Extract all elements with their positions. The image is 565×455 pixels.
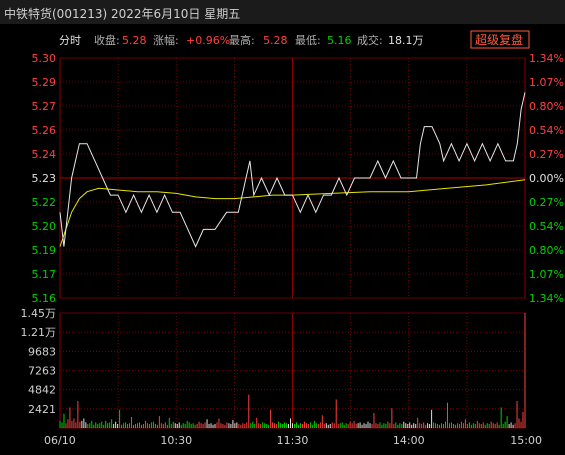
price-tick-left: 5.19 bbox=[32, 244, 57, 257]
low-label: 最低: bbox=[295, 34, 321, 47]
percent-tick-right: 0.80% bbox=[529, 244, 564, 257]
price-tick-left: 5.24 bbox=[32, 148, 57, 161]
price-tick-left: 5.20 bbox=[32, 220, 57, 233]
price-tick-left: 5.27 bbox=[32, 100, 57, 113]
average-price-line bbox=[59, 179, 526, 247]
super-replay-button-frame[interactable] bbox=[470, 30, 530, 49]
change-label: 涨幅: bbox=[153, 34, 179, 47]
close-value: 5.28 bbox=[122, 34, 147, 47]
price-tick-left: 5.16 bbox=[32, 292, 57, 305]
time-tick: 14:00 bbox=[393, 434, 425, 447]
percent-tick-right: 0.54% bbox=[529, 124, 564, 137]
window-title: 中铁特货(001213) 2022年6月10日 星期五 bbox=[4, 7, 241, 21]
volume-value: 18.1万 bbox=[388, 34, 424, 47]
percent-tick-right: 1.07% bbox=[529, 268, 564, 281]
low-value: 5.16 bbox=[327, 34, 352, 47]
close-label: 收盘: bbox=[94, 33, 120, 47]
volume-tick: 2421 bbox=[28, 403, 56, 416]
title-bar: 中铁特货(001213) 2022年6月10日 星期五 bbox=[0, 0, 565, 24]
time-tick: 10:30 bbox=[160, 434, 192, 447]
percent-tick-right: 0.27% bbox=[529, 148, 564, 161]
volume-tick: 1.21万 bbox=[21, 326, 57, 339]
price-tick-left: 5.17 bbox=[32, 268, 57, 281]
chart-grid bbox=[59, 57, 526, 429]
volume-tick: 7263 bbox=[28, 365, 56, 378]
percent-tick-right: 1.34% bbox=[529, 52, 564, 65]
time-axis-labels: 06/10 10:30 11:30 14:00 15:00 bbox=[44, 434, 542, 447]
price-tick-left: 5.29 bbox=[32, 76, 57, 89]
volume-bars bbox=[59, 313, 526, 428]
percent-tick-right: 1.07% bbox=[529, 76, 564, 89]
price-tick-left: 5.22 bbox=[32, 196, 57, 209]
percent-tick-right: 1.34% bbox=[529, 292, 564, 305]
high-label: 最高: bbox=[229, 33, 255, 47]
time-tick: 06/10 bbox=[44, 434, 76, 447]
price-tick-left: 5.30 bbox=[32, 52, 57, 65]
percent-tick-right: 0.00% bbox=[529, 172, 564, 185]
price-tick-left: 5.26 bbox=[32, 124, 57, 137]
percent-tick-right: 0.54% bbox=[529, 220, 564, 233]
volume-axis-labels: 1.45万 1.21万 9683 7263 4842 2421 bbox=[21, 307, 57, 416]
percent-tick-right: 0.27% bbox=[529, 196, 564, 209]
volume-tick: 4842 bbox=[28, 384, 56, 397]
super-replay-button[interactable]: 超级复盘 bbox=[470, 30, 530, 49]
percent-tick-right: 0.80% bbox=[529, 100, 564, 113]
intraday-chart[interactable]: 分时 收盘: 5.28 涨幅: +0.96% 最高: 5.28 最低: 5.16… bbox=[0, 24, 565, 455]
price-axis-labels: 5.30 1.34% 5.29 1.07% 5.27 0.80% 5.26 0.54% 5.24… bbox=[32, 52, 564, 305]
volume-tick: 9683 bbox=[28, 345, 56, 358]
price-tick-left: 5.23 bbox=[32, 172, 57, 185]
price-line bbox=[59, 92, 526, 248]
change-value: +0.96% bbox=[186, 34, 230, 47]
super-replay-button-label[interactable]: 超级复盘 bbox=[475, 32, 523, 47]
high-value: 5.28 bbox=[263, 34, 288, 47]
time-tick: 15:00 bbox=[510, 434, 542, 447]
time-tick: 11:30 bbox=[277, 434, 309, 447]
volume-label: 成交: bbox=[357, 33, 383, 47]
volume-tick: 1.45万 bbox=[21, 307, 57, 320]
mode-label: 分时 bbox=[59, 34, 81, 47]
